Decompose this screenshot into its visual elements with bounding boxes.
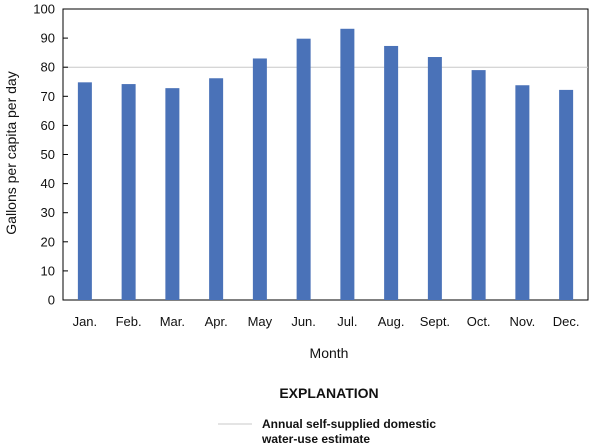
y-axis-ticks: 0 10 20 30 40 50 60 70 80 90 100 — [33, 2, 68, 308]
bar-9 — [471, 70, 486, 300]
x-tick-label: Feb. — [116, 314, 142, 329]
bar-5 — [296, 38, 311, 300]
y-tick-label: 90 — [41, 31, 55, 46]
y-tick-label: 100 — [33, 2, 55, 17]
plot-area — [62, 8, 589, 301]
legend-reference-label-line1: Annual self-supplied domestic — [262, 417, 436, 431]
legend-reference-label-line2: water-use estimate — [261, 432, 370, 446]
x-tick-label: May — [248, 314, 273, 329]
bar-2 — [165, 88, 180, 300]
x-tick-label: Apr. — [205, 314, 228, 329]
bar-8 — [427, 57, 442, 300]
plot-frame — [62, 8, 589, 301]
y-tick-label: 70 — [41, 89, 55, 104]
y-tick-label: 60 — [41, 118, 55, 133]
x-tick-label: Jan. — [73, 314, 98, 329]
x-tick-label: Sept. — [420, 314, 450, 329]
y-axis-label: Gallons per capita per day — [3, 71, 19, 234]
x-tick-label: Oct. — [467, 314, 491, 329]
bar-1 — [121, 84, 136, 300]
y-tick-label: 50 — [41, 147, 55, 162]
y-tick-label: 40 — [41, 176, 55, 191]
x-tick-label: Aug. — [378, 314, 405, 329]
x-tick-label: Jul. — [337, 314, 357, 329]
bar-0 — [77, 82, 92, 300]
bar-3 — [209, 78, 224, 301]
x-tick-label: Jun. — [291, 314, 316, 329]
y-tick-label: 0 — [48, 293, 55, 308]
x-tick-label: Nov. — [509, 314, 535, 329]
bar-4 — [252, 58, 267, 300]
y-tick-label: 30 — [41, 205, 55, 220]
bars — [77, 28, 574, 301]
x-axis-ticks: Jan. Feb. Mar. Apr. May Jun. Jul. Aug. Sept. Oct.… — [73, 314, 580, 329]
legend: EXPLANATION Annual self-supplied domesti… — [218, 385, 436, 446]
bar-11 — [559, 89, 574, 300]
y-tick-label: 80 — [41, 60, 55, 75]
y-tick-label: 20 — [41, 234, 55, 249]
legend-title: EXPLANATION — [279, 385, 378, 401]
x-tick-label: Dec. — [553, 314, 580, 329]
bar-10 — [515, 85, 530, 300]
x-axis-label: Month — [310, 345, 349, 361]
y-tick-label: 10 — [41, 263, 55, 278]
x-tick-label: Mar. — [160, 314, 185, 329]
bar-7 — [384, 45, 399, 300]
bar-6 — [340, 28, 355, 301]
